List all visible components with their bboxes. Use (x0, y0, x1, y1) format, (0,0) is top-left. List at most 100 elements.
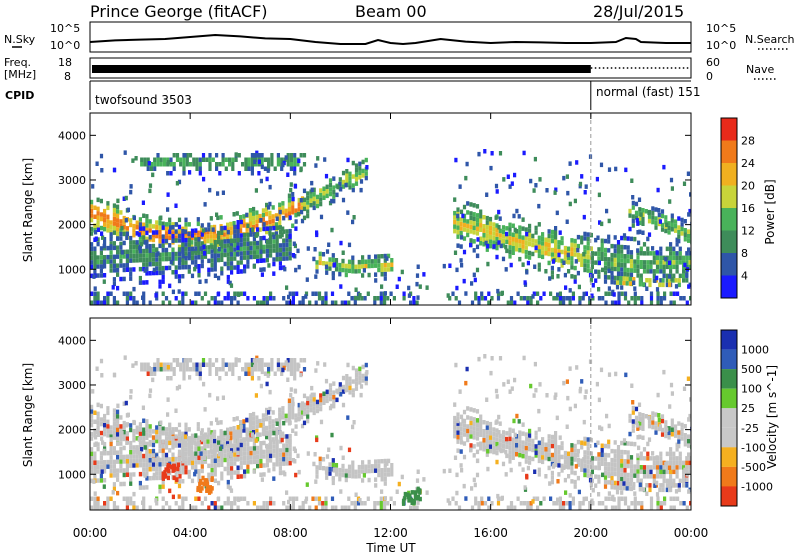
power-cell (570, 242, 574, 248)
power-cell (616, 276, 621, 281)
power-cell (662, 260, 666, 265)
nave-right-tick-top: 60 (706, 56, 720, 69)
velocity-cell (629, 441, 634, 447)
power-cell (610, 266, 614, 271)
power-cell (261, 212, 265, 218)
velocity-cell (177, 449, 182, 455)
velocity-cell (203, 496, 208, 501)
velocity-cell (469, 416, 473, 421)
power-cell (513, 300, 517, 305)
power-cell (345, 169, 349, 174)
power-cell (456, 213, 460, 219)
velocity-cell (288, 442, 292, 448)
velocity-cell (174, 443, 178, 448)
velocity-cell (475, 436, 480, 441)
power-cell (243, 250, 247, 256)
velocity-cell (168, 427, 172, 432)
power-cell (96, 197, 100, 203)
velocity-cell (187, 436, 191, 442)
power-cell (152, 267, 156, 273)
velocity-cell (639, 469, 643, 474)
power-cell (306, 246, 310, 251)
power-cell (297, 206, 301, 212)
velocity-cell (497, 445, 501, 450)
power-cell (166, 171, 170, 176)
velocity-cell (231, 371, 235, 376)
velocity-cell (132, 472, 136, 477)
colorbar-swatch (721, 349, 737, 370)
power-cell (299, 167, 303, 173)
velocity-cell (184, 427, 188, 432)
power-cell (103, 222, 107, 227)
power-cell (259, 258, 263, 263)
velocity-cell (580, 463, 584, 468)
velocity-cell (151, 448, 156, 454)
power-cell (200, 232, 204, 237)
power-colorbar-label: Power [dB] (763, 179, 777, 244)
time-label: 00:00 (674, 526, 709, 540)
power-cell (311, 291, 315, 296)
power-cell (674, 284, 679, 289)
power-cell (250, 153, 254, 158)
power-cell (135, 231, 139, 236)
velocity-cell (580, 458, 584, 463)
velocity-cell (224, 362, 228, 367)
power-cell (501, 256, 506, 262)
power-cell (261, 217, 265, 222)
power-cell (630, 296, 634, 301)
velocity-cell (190, 460, 195, 466)
power-cell (169, 225, 173, 230)
velocity-cell (333, 467, 337, 472)
power-cell (390, 262, 394, 267)
velocity-cell (233, 434, 237, 439)
velocity-cell (492, 449, 496, 454)
velocity-cell (317, 496, 322, 501)
velocity-cell (243, 455, 247, 461)
velocity-cell (636, 473, 640, 479)
velocity-cell (293, 371, 297, 376)
velocity-cell (631, 410, 635, 415)
velocity-cell (288, 447, 292, 452)
power-cell (156, 153, 160, 158)
power-cell (185, 157, 189, 162)
power-cell (188, 162, 193, 167)
velocity-cell (677, 439, 681, 444)
power-cell (153, 157, 157, 162)
power-cell (141, 295, 145, 300)
velocity-cell (518, 448, 522, 453)
power-cell (354, 163, 359, 168)
velocity-cell (236, 450, 240, 456)
power-cell (171, 270, 175, 275)
velocity-cell (288, 460, 292, 466)
velocity-cell (96, 402, 100, 408)
velocity-cell (563, 459, 567, 465)
power-cell (610, 257, 614, 262)
velocity-cell (164, 457, 169, 462)
power-cell (260, 157, 264, 162)
power-cell (263, 166, 267, 171)
power-cell (93, 300, 97, 305)
velocity-cell (526, 501, 530, 506)
power-cell (112, 296, 116, 301)
power-cell (461, 213, 465, 219)
velocity-patch-cell (407, 498, 411, 503)
power-cell (280, 157, 284, 162)
power-cell (145, 236, 149, 242)
velocity-cell (200, 459, 204, 465)
velocity-cell (395, 489, 399, 494)
velocity-cell (386, 501, 390, 506)
power-cell (476, 237, 480, 242)
velocity-cell (282, 420, 286, 426)
velocity-cell (475, 422, 480, 428)
velocity-cell (367, 468, 371, 474)
velocity-cell (202, 449, 206, 455)
velocity-cell (215, 367, 219, 372)
velocity-cell (281, 367, 285, 373)
velocity-cell (523, 485, 527, 490)
velocity-cell (529, 505, 533, 510)
velocity-cell (656, 496, 660, 501)
velocity-cell (219, 438, 223, 443)
power-cell (291, 210, 295, 215)
velocity-cell (156, 456, 160, 461)
velocity-cell (616, 476, 621, 481)
